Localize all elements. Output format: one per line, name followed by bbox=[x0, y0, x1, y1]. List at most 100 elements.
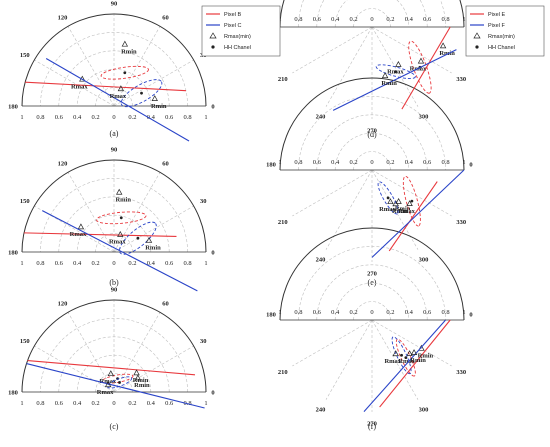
tick-label: 0 bbox=[370, 309, 373, 316]
legend-entry-label: Pixel F bbox=[488, 23, 505, 29]
angle-label: 150 bbox=[20, 52, 30, 59]
legend-entry-label: Pixel B bbox=[224, 12, 241, 18]
grid-spoke-60 bbox=[113, 312, 161, 393]
tick-label: 0 bbox=[112, 400, 115, 407]
outer-arc bbox=[21, 13, 207, 107]
polarization-ellipse bbox=[96, 211, 147, 225]
angle-label: 240 bbox=[316, 257, 326, 264]
grid-circle-1 bbox=[95, 233, 133, 253]
rmax-marker bbox=[392, 350, 399, 357]
legend-entry-label: HH Chanel bbox=[488, 45, 515, 51]
hh-chanel-marker bbox=[118, 381, 121, 384]
grid-spoke-240 bbox=[325, 169, 373, 250]
rmin-marker bbox=[151, 95, 158, 101]
tick-label: 0.6 bbox=[165, 400, 174, 407]
tick-label: 0.2 bbox=[128, 260, 136, 267]
tick-label: 1 bbox=[462, 16, 465, 23]
tick-label: 0.2 bbox=[128, 400, 136, 407]
tick-label: 0.8 bbox=[294, 309, 302, 316]
angle-label: 180 bbox=[266, 162, 276, 169]
rmin-label: Rmin bbox=[133, 377, 149, 384]
angle-label: 330 bbox=[456, 76, 466, 83]
rmin-marker bbox=[134, 374, 142, 381]
rmax-marker bbox=[395, 60, 402, 67]
angle-label: 60 bbox=[162, 300, 169, 307]
series-line-pixel-e bbox=[388, 181, 438, 252]
angle-label: 210 bbox=[278, 76, 288, 83]
rmax-label: Rmax bbox=[379, 206, 396, 213]
legend-entry-label: HH Chanel bbox=[224, 45, 251, 51]
tick-label: 0.6 bbox=[165, 260, 174, 267]
grid-circle-2 bbox=[334, 0, 410, 28]
tick-label: 0.4 bbox=[405, 16, 414, 23]
legend-swatch-triangle bbox=[209, 32, 217, 39]
angle-label: 150 bbox=[20, 338, 30, 345]
tick-label: 0.6 bbox=[423, 309, 432, 316]
series-line-pixel-e bbox=[401, 26, 451, 110]
hh-chanel-marker bbox=[123, 71, 127, 75]
tick-label: 1 bbox=[204, 400, 207, 407]
tick-label: 0.8 bbox=[294, 159, 302, 166]
rmax-label: Rmax bbox=[97, 389, 114, 396]
angle-label: 300 bbox=[419, 407, 429, 414]
rmin-label: Rmin bbox=[134, 382, 150, 389]
tick-label: 0.2 bbox=[350, 159, 358, 166]
rmax-label: Rmax bbox=[384, 358, 401, 365]
tick-label: 1 bbox=[204, 114, 207, 121]
tick-label: 1 bbox=[462, 159, 465, 166]
grid-spoke-120 bbox=[67, 172, 115, 253]
angle-label: 150 bbox=[20, 198, 30, 205]
grid-spoke-150 bbox=[34, 59, 115, 107]
panel-a: 10.80.60.40.200.20.40.60.810306090120150… bbox=[8, 0, 215, 138]
grid-spoke-240 bbox=[325, 26, 373, 107]
angle-label: 180 bbox=[8, 104, 18, 111]
tick-label: 0.2 bbox=[128, 114, 136, 121]
angle-label: 300 bbox=[419, 257, 429, 264]
tick-label: 0.8 bbox=[184, 260, 192, 267]
grid-circle-1 bbox=[95, 87, 133, 107]
angle-label: 30 bbox=[200, 198, 207, 205]
tick-label: 0.6 bbox=[313, 16, 322, 23]
grid-spoke-60 bbox=[113, 26, 161, 107]
grid-spoke-330 bbox=[371, 169, 452, 217]
rmin-label: Rmin bbox=[381, 80, 397, 87]
series-group-c: Rmax Rmin Rmax Rmin bbox=[26, 359, 205, 409]
rmin-label: Rmin bbox=[145, 245, 161, 252]
panel-c: 10.80.60.40.200.20.40.60.810306090120150… bbox=[8, 286, 215, 431]
rmax-marker bbox=[77, 223, 85, 230]
hh-chanel-marker bbox=[136, 236, 140, 240]
grid-circle-2 bbox=[334, 282, 410, 321]
angle-label: 240 bbox=[316, 114, 326, 121]
rmin-label: Rmin bbox=[410, 357, 426, 364]
tick-label: 0.2 bbox=[350, 16, 358, 23]
outer-arc bbox=[279, 227, 465, 321]
series-group-a: Rmax Rmin Rmax Rmin bbox=[25, 40, 190, 142]
rmax-marker bbox=[117, 85, 125, 92]
tick-label: 0 bbox=[370, 16, 373, 23]
legend-swatch-star bbox=[211, 45, 215, 49]
grid-circle-1 bbox=[353, 301, 391, 321]
tick-label: 0.4 bbox=[331, 309, 340, 316]
polarization-ellipse bbox=[375, 64, 416, 79]
angle-label: 210 bbox=[278, 219, 288, 226]
series-line-pixel-c bbox=[26, 363, 205, 409]
rmin-marker bbox=[395, 197, 402, 204]
grid-circle-3 bbox=[316, 264, 428, 321]
grid-circle-1 bbox=[95, 373, 133, 393]
tick-label: 1 bbox=[20, 260, 23, 267]
tick-label: 0.6 bbox=[55, 400, 64, 407]
rmin-marker bbox=[381, 72, 389, 79]
rmax-label: Rmax bbox=[100, 378, 117, 385]
rmin-label: Rmin bbox=[115, 196, 131, 203]
panel-f: 1 0.8 0.6 0.4 0.2 0 0.2 0.4 0.6 0.8 11802102402703… bbox=[266, 227, 473, 431]
angle-label: 180 bbox=[8, 390, 18, 397]
panel-label: (d) bbox=[367, 130, 377, 139]
rmin-label: Rmin bbox=[151, 103, 167, 110]
tick-label: 0.6 bbox=[165, 114, 174, 121]
grid-circle-4 bbox=[298, 96, 446, 171]
tick-label: 0.4 bbox=[73, 114, 82, 121]
hh-chanel-marker bbox=[140, 91, 143, 95]
grid-circle-1 bbox=[353, 8, 391, 28]
